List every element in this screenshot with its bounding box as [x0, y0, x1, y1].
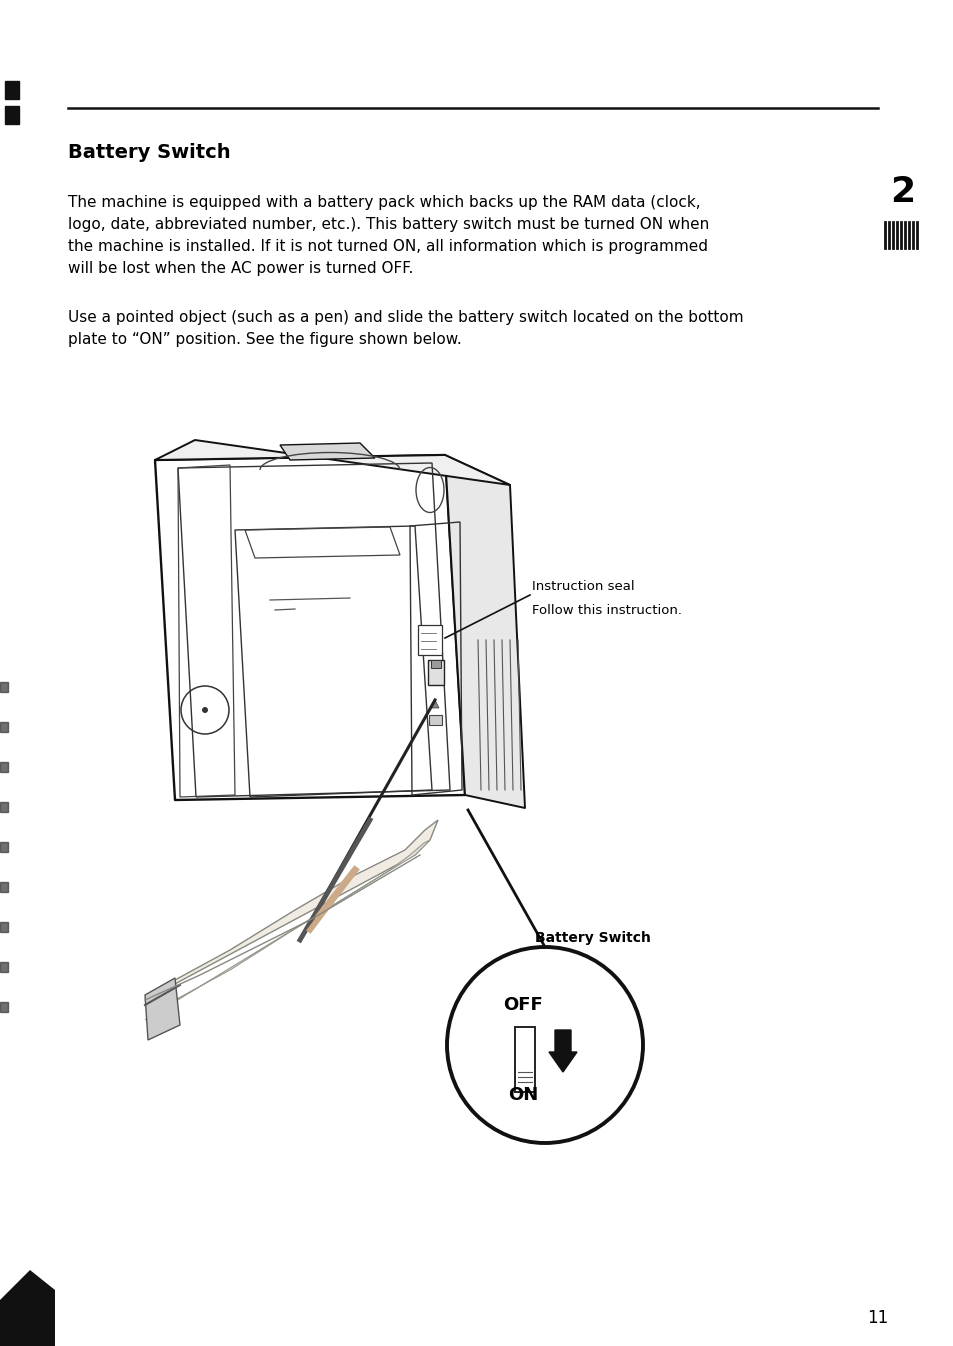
- Circle shape: [202, 707, 208, 713]
- Text: Battery Switch: Battery Switch: [68, 143, 231, 162]
- Text: Follow this instruction.: Follow this instruction.: [532, 603, 681, 616]
- Text: the machine is installed. If it is not turned ON, all information which is progr: the machine is installed. If it is not t…: [68, 240, 707, 254]
- Polygon shape: [280, 443, 375, 460]
- Text: The machine is equipped with a battery pack which backs up the RAM data (clock,: The machine is equipped with a battery p…: [68, 195, 700, 210]
- Bar: [515, 1027, 535, 1092]
- FancyArrow shape: [548, 1030, 577, 1071]
- Text: plate to “ON” position. See the figure shown below.: plate to “ON” position. See the figure s…: [68, 332, 461, 347]
- Polygon shape: [145, 979, 180, 1040]
- Circle shape: [447, 948, 642, 1143]
- Bar: [0, 682, 8, 692]
- Bar: [0, 962, 8, 972]
- Bar: [5, 106, 19, 124]
- Polygon shape: [0, 1271, 55, 1346]
- Polygon shape: [154, 440, 510, 485]
- Polygon shape: [431, 700, 438, 708]
- Text: Use a pointed object (such as a pen) and slide the battery switch located on the: Use a pointed object (such as a pen) and…: [68, 310, 742, 324]
- Bar: [0, 762, 8, 773]
- Text: 2: 2: [889, 175, 915, 209]
- Text: 11: 11: [866, 1310, 887, 1327]
- Bar: [429, 715, 441, 725]
- Bar: [0, 922, 8, 931]
- Text: will be lost when the AC power is turned OFF.: will be lost when the AC power is turned…: [68, 261, 413, 276]
- Bar: [0, 721, 8, 732]
- Text: OFF: OFF: [502, 996, 542, 1014]
- Bar: [5, 81, 19, 100]
- Bar: [0, 882, 8, 892]
- Polygon shape: [444, 455, 524, 808]
- Text: ON: ON: [507, 1086, 537, 1104]
- Bar: [431, 660, 440, 668]
- Polygon shape: [145, 820, 437, 1000]
- Bar: [0, 1001, 8, 1012]
- Bar: [428, 660, 443, 685]
- Text: logo, date, abbreviated number, etc.). This battery switch must be turned ON whe: logo, date, abbreviated number, etc.). T…: [68, 217, 708, 232]
- Text: Battery Switch: Battery Switch: [535, 931, 650, 945]
- Bar: [0, 802, 8, 812]
- Polygon shape: [145, 840, 430, 1020]
- Text: Instruction seal: Instruction seal: [532, 580, 634, 594]
- Bar: [0, 843, 8, 852]
- Bar: [417, 625, 441, 656]
